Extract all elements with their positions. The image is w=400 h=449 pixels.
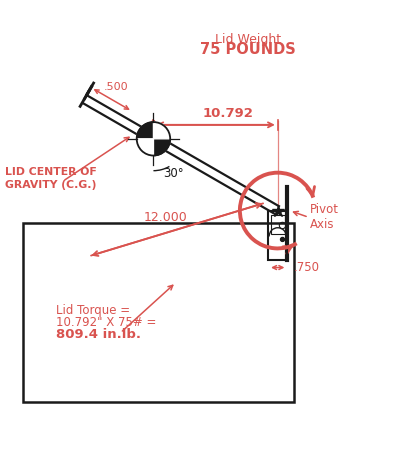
Wedge shape — [154, 122, 170, 139]
Text: 12.000: 12.000 — [143, 211, 187, 224]
Text: 10.792: 10.792 — [202, 107, 253, 120]
Circle shape — [280, 238, 284, 242]
Text: Lid Weight: Lid Weight — [215, 33, 281, 46]
Bar — [23, 223, 294, 402]
Text: .750: .750 — [293, 261, 319, 274]
Bar — [268, 211, 287, 260]
Text: LID CENTER OF
GRAVITY (C.G.): LID CENTER OF GRAVITY (C.G.) — [5, 167, 96, 190]
Wedge shape — [137, 139, 154, 155]
Text: 809.4 in.lb.: 809.4 in.lb. — [56, 328, 142, 341]
Text: Pivot
Axis: Pivot Axis — [310, 203, 339, 231]
Text: .500: .500 — [103, 82, 128, 92]
Wedge shape — [154, 139, 170, 155]
Text: 75 POUNDS: 75 POUNDS — [200, 42, 296, 57]
Text: Lid Torque =: Lid Torque = — [56, 304, 131, 317]
Bar — [271, 215, 284, 234]
Wedge shape — [137, 122, 154, 139]
Circle shape — [137, 122, 170, 155]
Text: 10.792" X 75# =: 10.792" X 75# = — [56, 316, 157, 329]
Text: 30°: 30° — [164, 167, 184, 180]
